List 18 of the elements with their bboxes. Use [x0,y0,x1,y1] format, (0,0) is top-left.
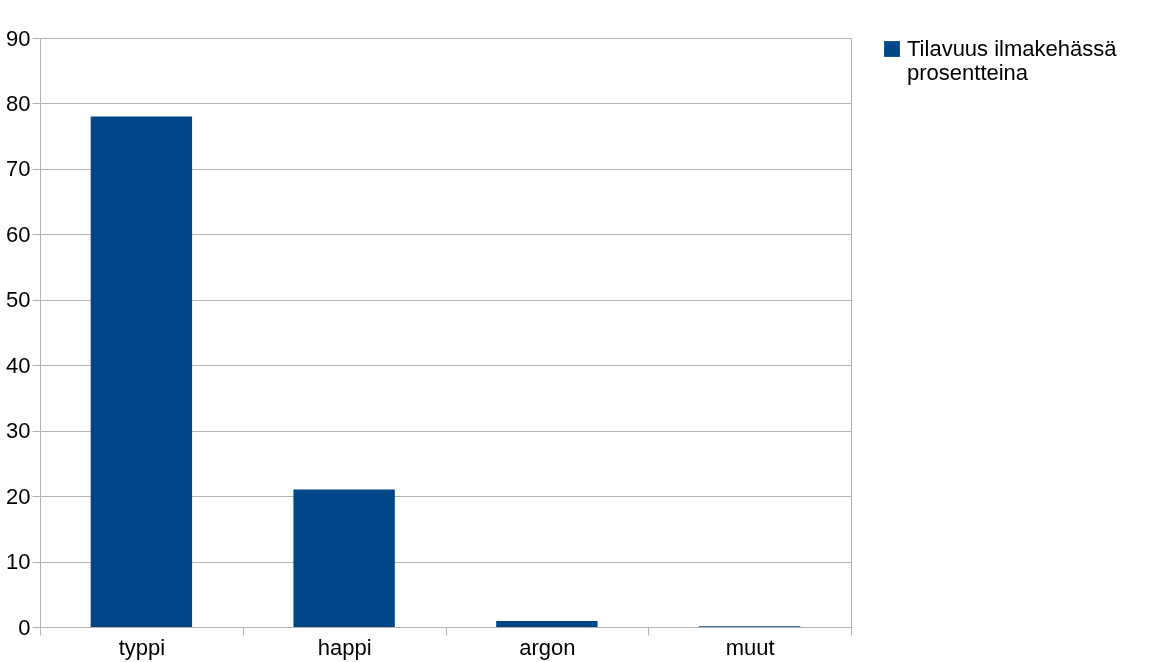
x-tick-label: typpi [118,634,166,660]
y-tick-label: 10 [6,549,31,575]
y-tick-label: 80 [6,90,31,116]
y-tick-label: 60 [6,221,31,247]
bar [496,621,598,627]
y-tick-label: 0 [18,614,31,640]
legend-label: Tilavuus ilmakehässä prosentteina [907,36,1118,85]
x-tick-label: argon [519,634,576,660]
y-tick-label: 20 [6,483,31,509]
x-tick-label: happi [317,634,372,660]
x-tick-label: muut [725,634,775,660]
y-tick-label: 40 [6,352,31,378]
bar [293,489,395,627]
bar [90,116,193,627]
y-tick-label: 30 [6,418,31,444]
y-tick-label: 70 [6,156,31,182]
y-tick-label: 90 [6,25,31,51]
y-tick-label: 50 [6,287,31,313]
